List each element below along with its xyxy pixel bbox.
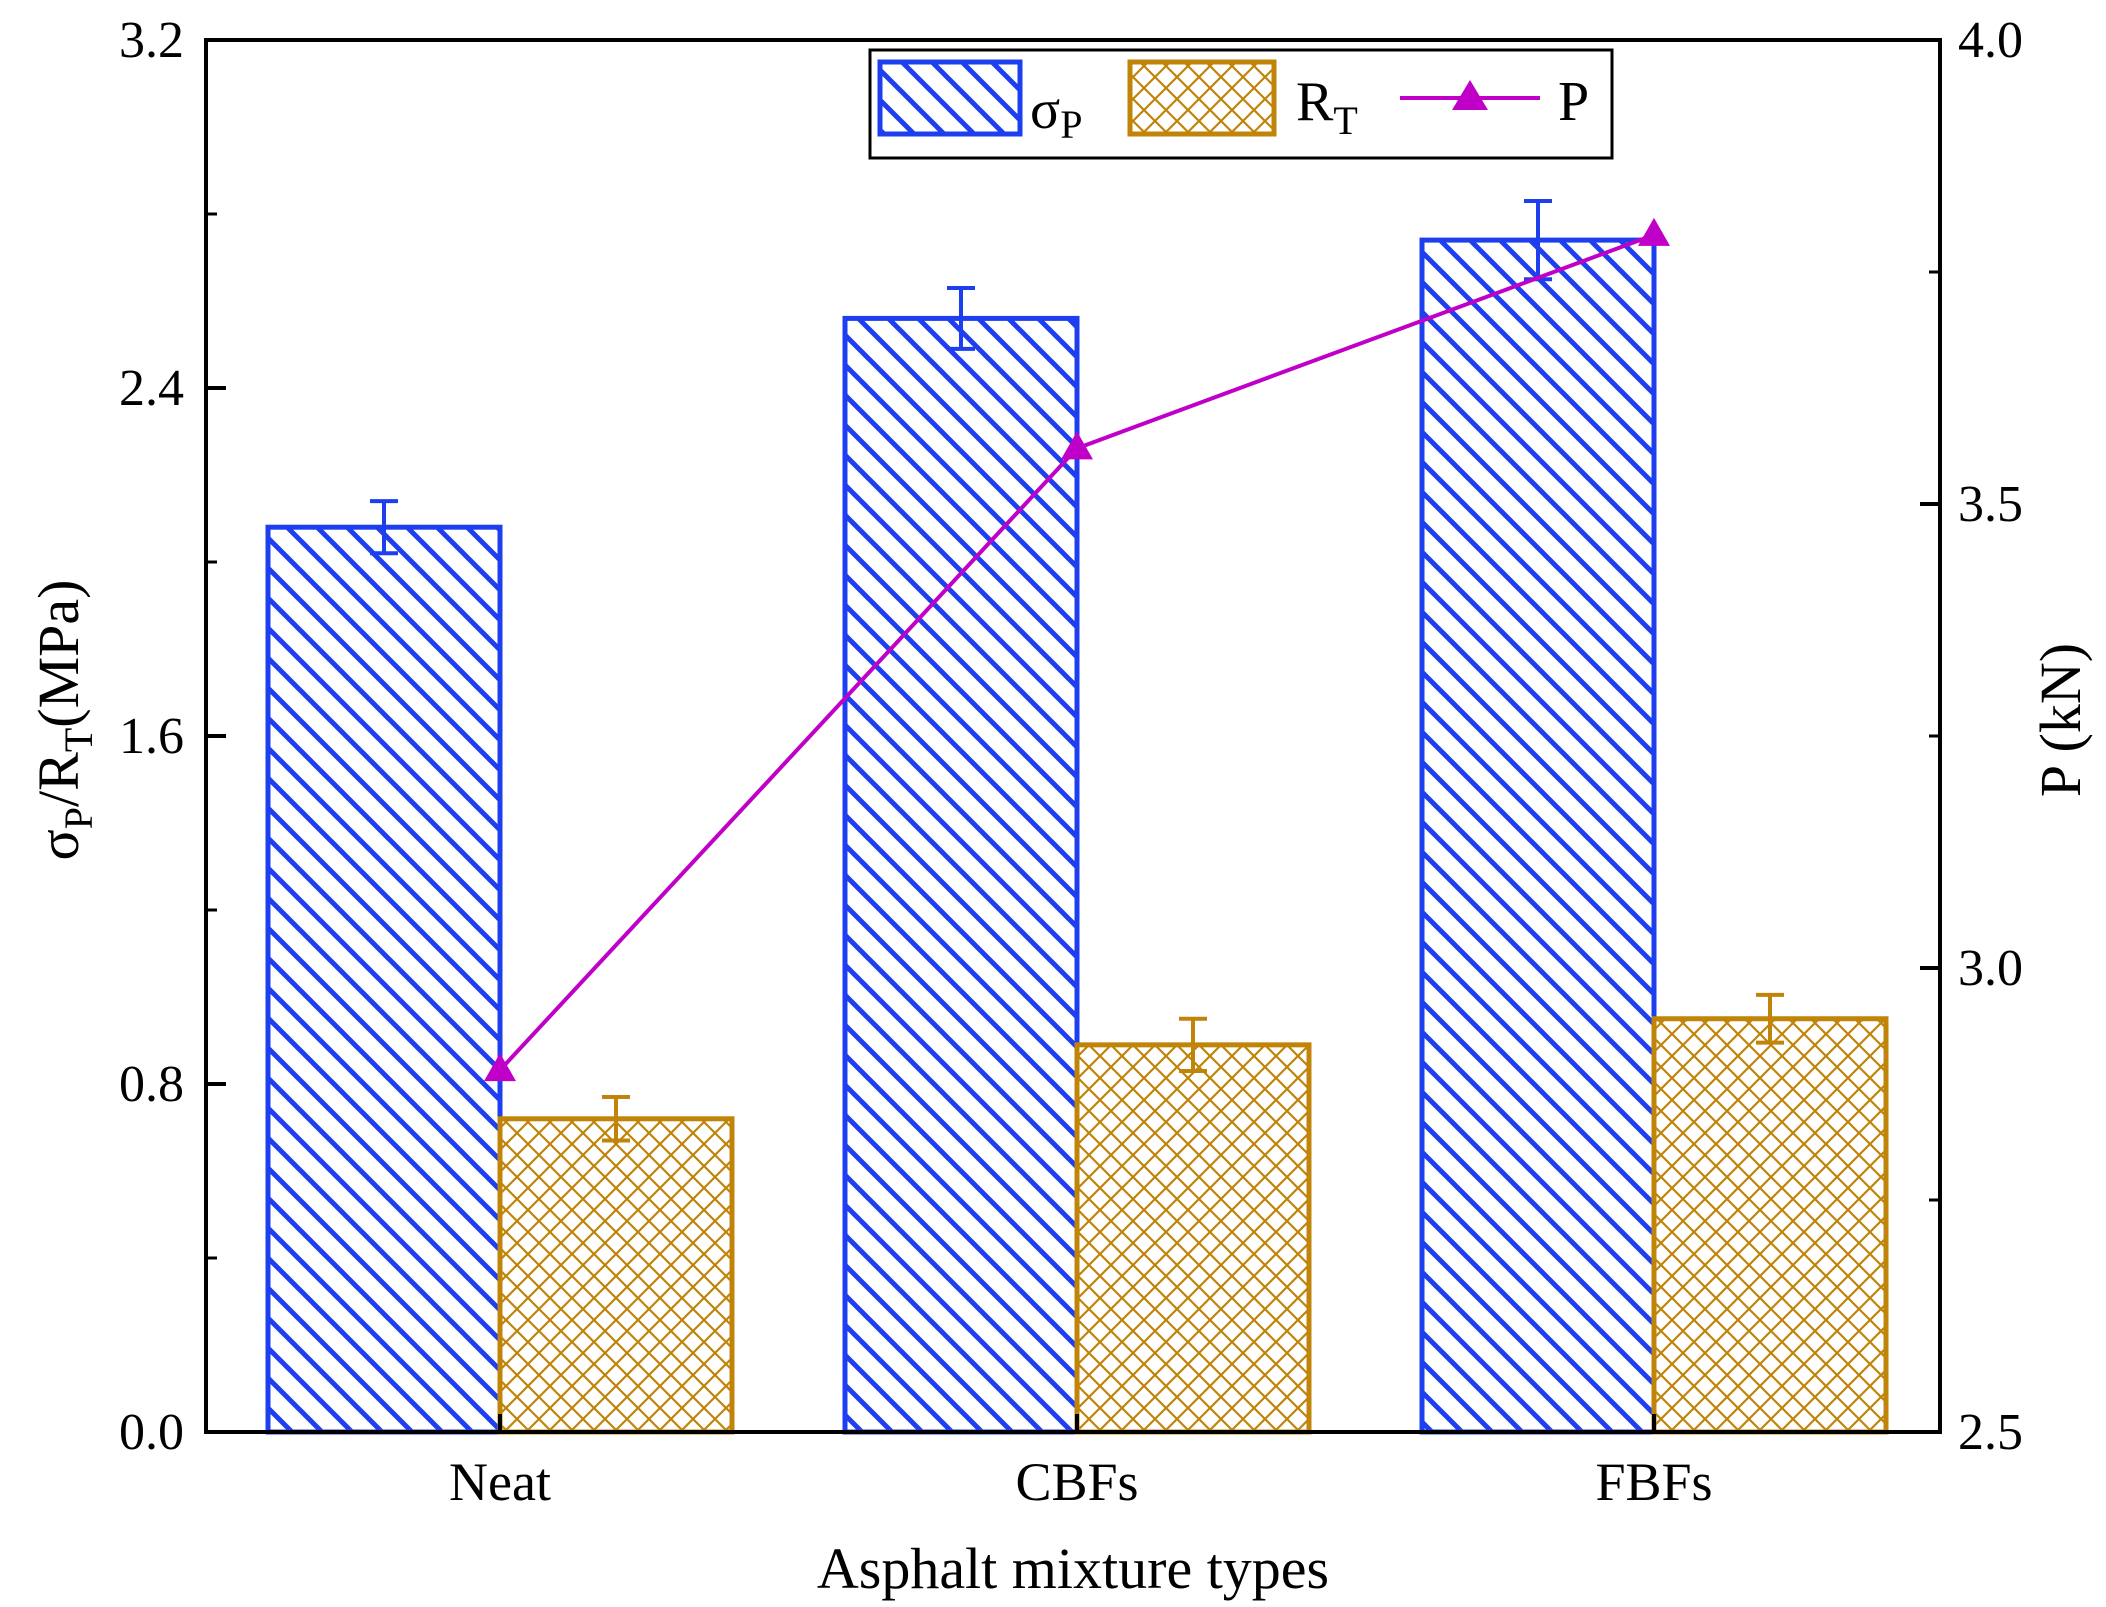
legend-label-p: P (1558, 71, 1589, 133)
right-tick-label: 3.0 (1958, 940, 2023, 997)
left-axis-title-unit: (MPa) (26, 580, 91, 728)
x-tick-label-cbfs: CBFs (1015, 1452, 1138, 1512)
left-tick-label: 2.4 (119, 360, 184, 417)
right-tick-label: 3.5 (1958, 476, 2023, 533)
legend: σP RT P (868, 48, 1614, 160)
right-tick-label: 2.5 (1958, 1404, 2023, 1461)
x-axis-title: Asphalt mixture types (817, 1536, 1329, 1601)
line-series-layer (484, 217, 1670, 1082)
right-axis-title: P (kN) (2028, 643, 2093, 797)
bar-sigma-p-cbfs (842, 315, 1080, 1435)
legend-swatch-rt (1127, 59, 1277, 137)
left-axis-title-sigma: σ (26, 829, 91, 860)
legend-label-sigma-p-main: σ (1030, 79, 1060, 141)
bar-sigma-p-fbfs (1419, 237, 1657, 1435)
left-tick-label: 1.6 (119, 708, 184, 765)
right-tick-label: 4.0 (1958, 12, 2023, 69)
point-p-neat (484, 1053, 516, 1082)
x-tick-label-neat: Neat (449, 1452, 551, 1512)
bar-rt-cbfs (1074, 1042, 1312, 1435)
legend-label-rt: RT (1296, 71, 1358, 143)
bar-rt-neat (497, 1116, 735, 1435)
left-axis-title-sub-t: T (56, 728, 101, 752)
bars-layer (265, 198, 1889, 1435)
legend-label-sigma-p: σP (1030, 79, 1082, 147)
legend-swatch-sigma-p (877, 59, 1023, 137)
left-tick-label: 0.8 (119, 1056, 184, 1113)
bar-rt-fbfs (1651, 1016, 1889, 1435)
left-axis-title: σP/RT(MPa) (26, 580, 101, 861)
legend-label-sigma-p-sub: P (1060, 102, 1082, 147)
x-tick-label-fbfs: FBFs (1595, 1452, 1712, 1512)
point-p-cbfs (1061, 431, 1093, 460)
legend-label-rt-sub: T (1333, 98, 1357, 143)
point-p-fbfs (1638, 217, 1670, 246)
left-tick-label: 3.2 (119, 12, 184, 69)
left-axis-title-sub-p: P (56, 807, 101, 829)
left-tick-label: 0.0 (119, 1404, 184, 1461)
axes-layer: 0.0 0.8 1.6 2.4 3.2 2.5 3.0 3.5 4.0 Neat CBFs FBFs (119, 12, 2023, 1512)
legend-marker-p (1452, 80, 1488, 110)
legend-label-rt-main: R (1296, 71, 1334, 133)
left-axis-title-slash-r: /R (26, 752, 91, 807)
bar-sigma-p-neat (265, 524, 503, 1435)
